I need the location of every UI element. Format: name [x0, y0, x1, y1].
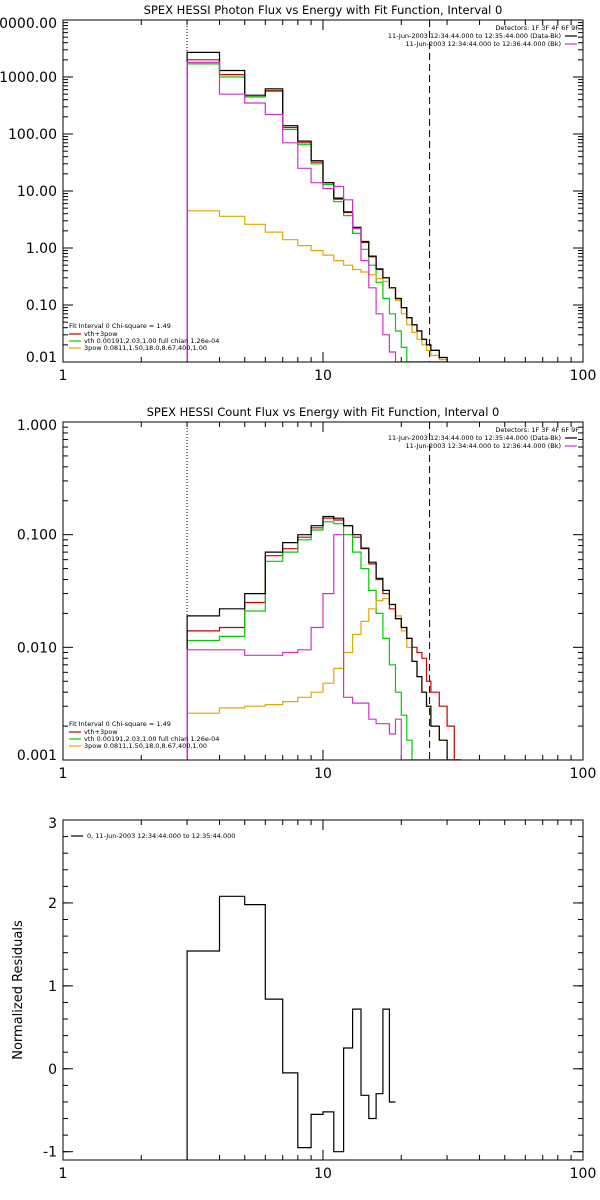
- x-tick-label: 100: [570, 1166, 597, 1182]
- x-tick-label: 1: [59, 766, 68, 782]
- series-line-4: [186, 515, 462, 760]
- legend-entry: 3pow 0.0811,1.50,18.0,8.67,400,1.00: [84, 742, 207, 750]
- series-line-1: [186, 895, 396, 1160]
- y-tick-label: -1: [43, 1145, 57, 1161]
- y-tick-label: 0000.00: [0, 16, 57, 32]
- fit-label: Fit Interval 0 Chi-square = 1.49: [69, 322, 171, 330]
- y-tick-label: 0.100: [17, 528, 57, 544]
- series-line-5: [186, 61, 448, 362]
- chart-title: SPEX HESSI Count Flux vs Energy with Fit…: [147, 405, 500, 419]
- plot-frame: [62, 19, 584, 363]
- y-tick-label: 3: [48, 816, 57, 832]
- x-tick-label: 1: [59, 368, 68, 384]
- y-tick-label: 0.10: [26, 298, 57, 314]
- x-tick-label: 1: [59, 1166, 68, 1182]
- fit-label: Fit Interval 0 Chi-square = 1.49: [69, 720, 171, 728]
- header-line-1: Detectors: 1F 3F 4F 6F 9F: [495, 24, 579, 32]
- y-tick-label: 0.01: [26, 350, 57, 366]
- y-tick-label: 100.00: [8, 127, 57, 143]
- y-tick-label: 0: [48, 1062, 57, 1078]
- y-tick-label: 2: [48, 896, 57, 912]
- series-line-1: [186, 59, 448, 362]
- header-line-3: 11-Jun-2003 12:34:44.000 to 12:36:44.000…: [406, 442, 561, 450]
- y-tick-label: 1: [48, 979, 57, 995]
- y-tick-label: 0.001: [17, 748, 57, 764]
- legend-entry: vth 0.00191,2.03,1.00 full chian 1.26e-0…: [84, 337, 219, 345]
- legend-entry: vth+3pow: [84, 330, 118, 338]
- series-line-5: [186, 534, 462, 760]
- legend-entry: vth 0.00191,2.03,1.00 full chian 1.26e-0…: [84, 735, 219, 743]
- plot-frame: [62, 819, 584, 1161]
- series-line-3: [186, 210, 448, 362]
- header-line-3: 11-Jun-2003 12:34:44.000 to 12:36:44.000…: [406, 40, 561, 48]
- x-tick-label: 10: [314, 1166, 332, 1182]
- chart-panel-3: Normalized Residuals 1 10 100 -1 0 1 2 3 0, 11-Ju…: [11, 816, 596, 1182]
- x-tick-label: 100: [570, 766, 597, 782]
- chart-panel-2: SPEX HESSI Count Flux vs Energy with Fit…: [17, 405, 596, 782]
- chart-panel-1: SPEX HESSI Photon Flux vs Energy with Fi…: [0, 3, 596, 384]
- series-line-2: [186, 521, 462, 760]
- header-line-1: Detectors: 1F 3F 4F 6F 9F: [495, 426, 579, 434]
- y-tick-label: 1.00: [26, 241, 57, 257]
- series-line-1: [186, 517, 462, 760]
- y-axis-label: Normalized Residuals: [11, 920, 26, 1060]
- legend-entry: 0, 11-Jun-2003 12:34:44.000 to 12:35:44.…: [87, 832, 235, 840]
- series-line-3: [186, 598, 462, 760]
- series-line-4: [186, 51, 448, 362]
- y-tick-label: 1.000: [17, 418, 57, 434]
- header-line-2: 11-Jun-2003 12:34:44.000 to 12:35:44.000…: [388, 434, 561, 442]
- header-line-2: 11-Jun-2003 12:34:44.000 to 12:35:44.000…: [388, 32, 561, 40]
- x-tick-label: 10: [314, 368, 332, 384]
- x-tick-label: 10: [314, 766, 332, 782]
- legend-entry: 3pow 0.0811,1.50,18.0,8.67,400,1.00: [84, 344, 207, 352]
- y-tick-label: 0.010: [17, 640, 57, 656]
- y-tick-label: 10.00: [17, 184, 57, 200]
- plot-frame: [62, 421, 584, 761]
- y-tick-label: 1000.00: [0, 70, 57, 86]
- legend-entry: vth+3pow: [84, 728, 118, 736]
- chart-title: SPEX HESSI Photon Flux vs Energy with Fi…: [144, 3, 503, 17]
- x-tick-label: 100: [570, 368, 597, 384]
